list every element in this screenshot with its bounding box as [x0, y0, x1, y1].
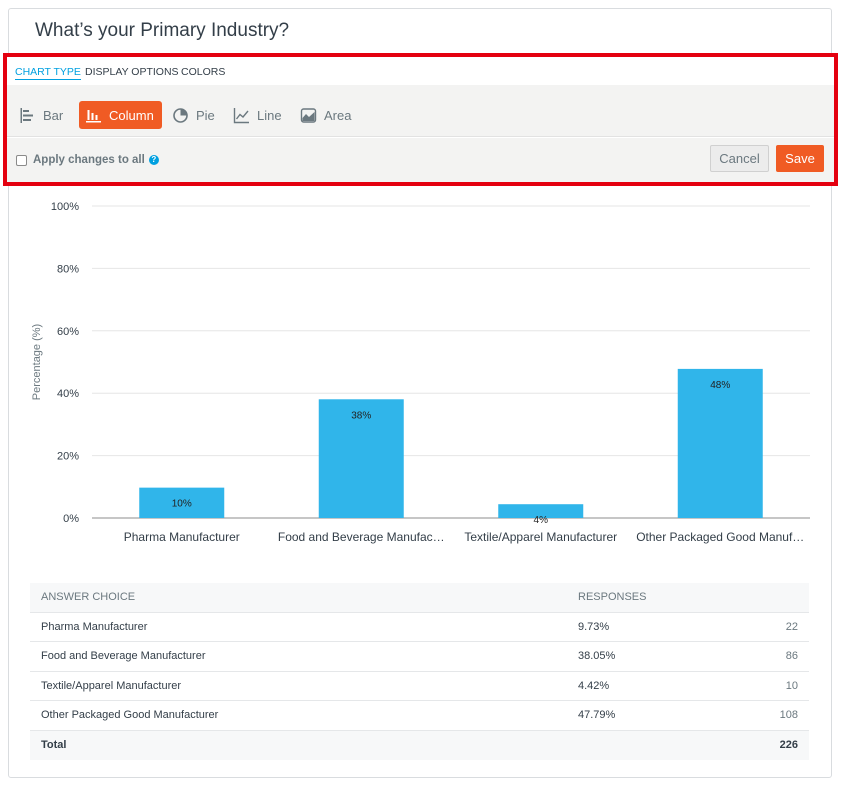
response-count: 10 — [708, 670, 809, 701]
x-tick-label: Pharma Manufacturer — [124, 530, 240, 544]
tab-chart-type[interactable]: CHART TYPE — [15, 66, 81, 80]
column-chart-icon — [86, 109, 101, 122]
y-tick-label: 0% — [63, 513, 79, 525]
chart-type-label: Area — [324, 107, 352, 123]
save-button[interactable]: Save — [776, 145, 824, 172]
header-responses: RESPONSES — [578, 583, 708, 612]
answer-choice: Pharma Manufacturer — [30, 611, 578, 642]
table-header: ANSWER CHOICE RESPONSES — [30, 583, 809, 612]
answer-choice: Other Packaged Good Manufacturer — [30, 700, 578, 730]
cancel-button[interactable]: Cancel — [710, 145, 769, 172]
y-tick-label: 100% — [51, 201, 79, 213]
bar-data-label: 10% — [172, 499, 192, 510]
table-row: Textile/Apparel Manufacturer 4.42% 10 — [30, 670, 809, 701]
x-tick-label: Other Packaged Good Manuf… — [636, 530, 804, 544]
bar-data-label: 48% — [710, 380, 730, 391]
chart-type-column-button[interactable]: Column — [79, 101, 162, 129]
chart-editor-panel: CHART TYPE DISPLAY OPTIONS COLORS Bar Co… — [3, 53, 838, 186]
y-axis-ticks: 0% 20% 40% 60% 80% 100% — [51, 201, 79, 525]
y-axis-label: Percentage (%) — [31, 324, 43, 400]
chart-type-label: Column — [109, 107, 154, 123]
chart-type-line-button[interactable]: Line — [227, 101, 290, 129]
answer-choice: Textile/Apparel Manufacturer — [30, 670, 578, 701]
chart-type-label: Pie — [196, 107, 215, 123]
help-icon[interactable]: ? — [148, 155, 159, 165]
editor-actions: Apply changes to all ? Cancel Save — [7, 138, 834, 182]
response-count: 22 — [708, 611, 809, 642]
tab-display-options[interactable]: DISPLAY OPTIONS — [85, 66, 179, 78]
response-percent: 47.79% — [578, 700, 708, 730]
table-row: Pharma Manufacturer 9.73% 22 — [30, 611, 809, 642]
chart-type-selector: Bar Column Pie Line — [7, 85, 834, 137]
apply-changes-label: Apply changes to all — [33, 154, 145, 166]
pie-chart-icon — [173, 107, 188, 123]
x-tick-label: Textile/Apparel Manufacturer — [464, 530, 617, 544]
total-percent — [578, 729, 708, 760]
total-count: 226 — [708, 729, 809, 760]
chart-type-bar-button[interactable]: Bar — [13, 101, 71, 129]
table-row: Food and Beverage Manufacturer 38.05% 86 — [30, 641, 809, 671]
table-row: Other Packaged Good Manufacturer 47.79% … — [30, 700, 809, 730]
response-percent: 9.73% — [578, 611, 708, 642]
x-axis-ticks: Pharma Manufacturer Food and Beverage Man… — [124, 530, 805, 544]
chart-type-label: Line — [257, 107, 282, 123]
y-tick-label: 20% — [57, 451, 79, 463]
bar-data-label: 38% — [351, 410, 371, 421]
editor-tabs: CHART TYPE DISPLAY OPTIONS COLORS — [7, 57, 834, 85]
chart-bar[interactable] — [498, 504, 584, 518]
header-answer-choice: ANSWER CHOICE — [30, 583, 578, 612]
chart-bar[interactable] — [677, 368, 763, 518]
area-chart-icon — [300, 107, 317, 123]
answer-table: ANSWER CHOICE RESPONSES Pharma Manufactu… — [30, 583, 809, 760]
y-tick-label: 40% — [57, 388, 79, 400]
header-count — [708, 583, 809, 612]
chart-bar[interactable] — [318, 399, 404, 518]
answer-choice: Food and Beverage Manufacturer — [30, 641, 578, 671]
chart-type-area-button[interactable]: Area — [294, 101, 359, 129]
tab-colors[interactable]: COLORS — [181, 66, 226, 78]
y-tick-label: 60% — [57, 326, 79, 338]
chart-bar[interactable] — [139, 487, 225, 518]
line-chart-icon — [233, 107, 249, 123]
y-tick-label: 80% — [57, 263, 79, 275]
apply-changes-to-all[interactable]: Apply changes to all ? — [16, 154, 159, 166]
chart-type-pie-button[interactable]: Pie — [166, 101, 223, 129]
response-count: 86 — [708, 641, 809, 671]
response-percent: 38.05% — [578, 641, 708, 671]
chart-bars: 10% 38% 4% 48% — [139, 368, 763, 526]
total-label: Total — [30, 729, 578, 760]
x-tick-label: Food and Beverage Manufac… — [278, 530, 445, 544]
table-total-row: Total 226 — [30, 729, 809, 760]
response-count: 108 — [708, 700, 809, 730]
chart-type-label: Bar — [43, 107, 64, 123]
question-title: What’s your Primary Industry? — [35, 20, 290, 41]
response-percent: 4.42% — [578, 670, 708, 701]
apply-changes-checkbox[interactable] — [16, 154, 27, 166]
bar-data-label: 4% — [534, 515, 549, 526]
bar-chart-icon — [20, 107, 33, 123]
column-chart: 0% 20% 40% 60% 80% 100% Percentage (%) 10% 38%… — [31, 201, 810, 544]
